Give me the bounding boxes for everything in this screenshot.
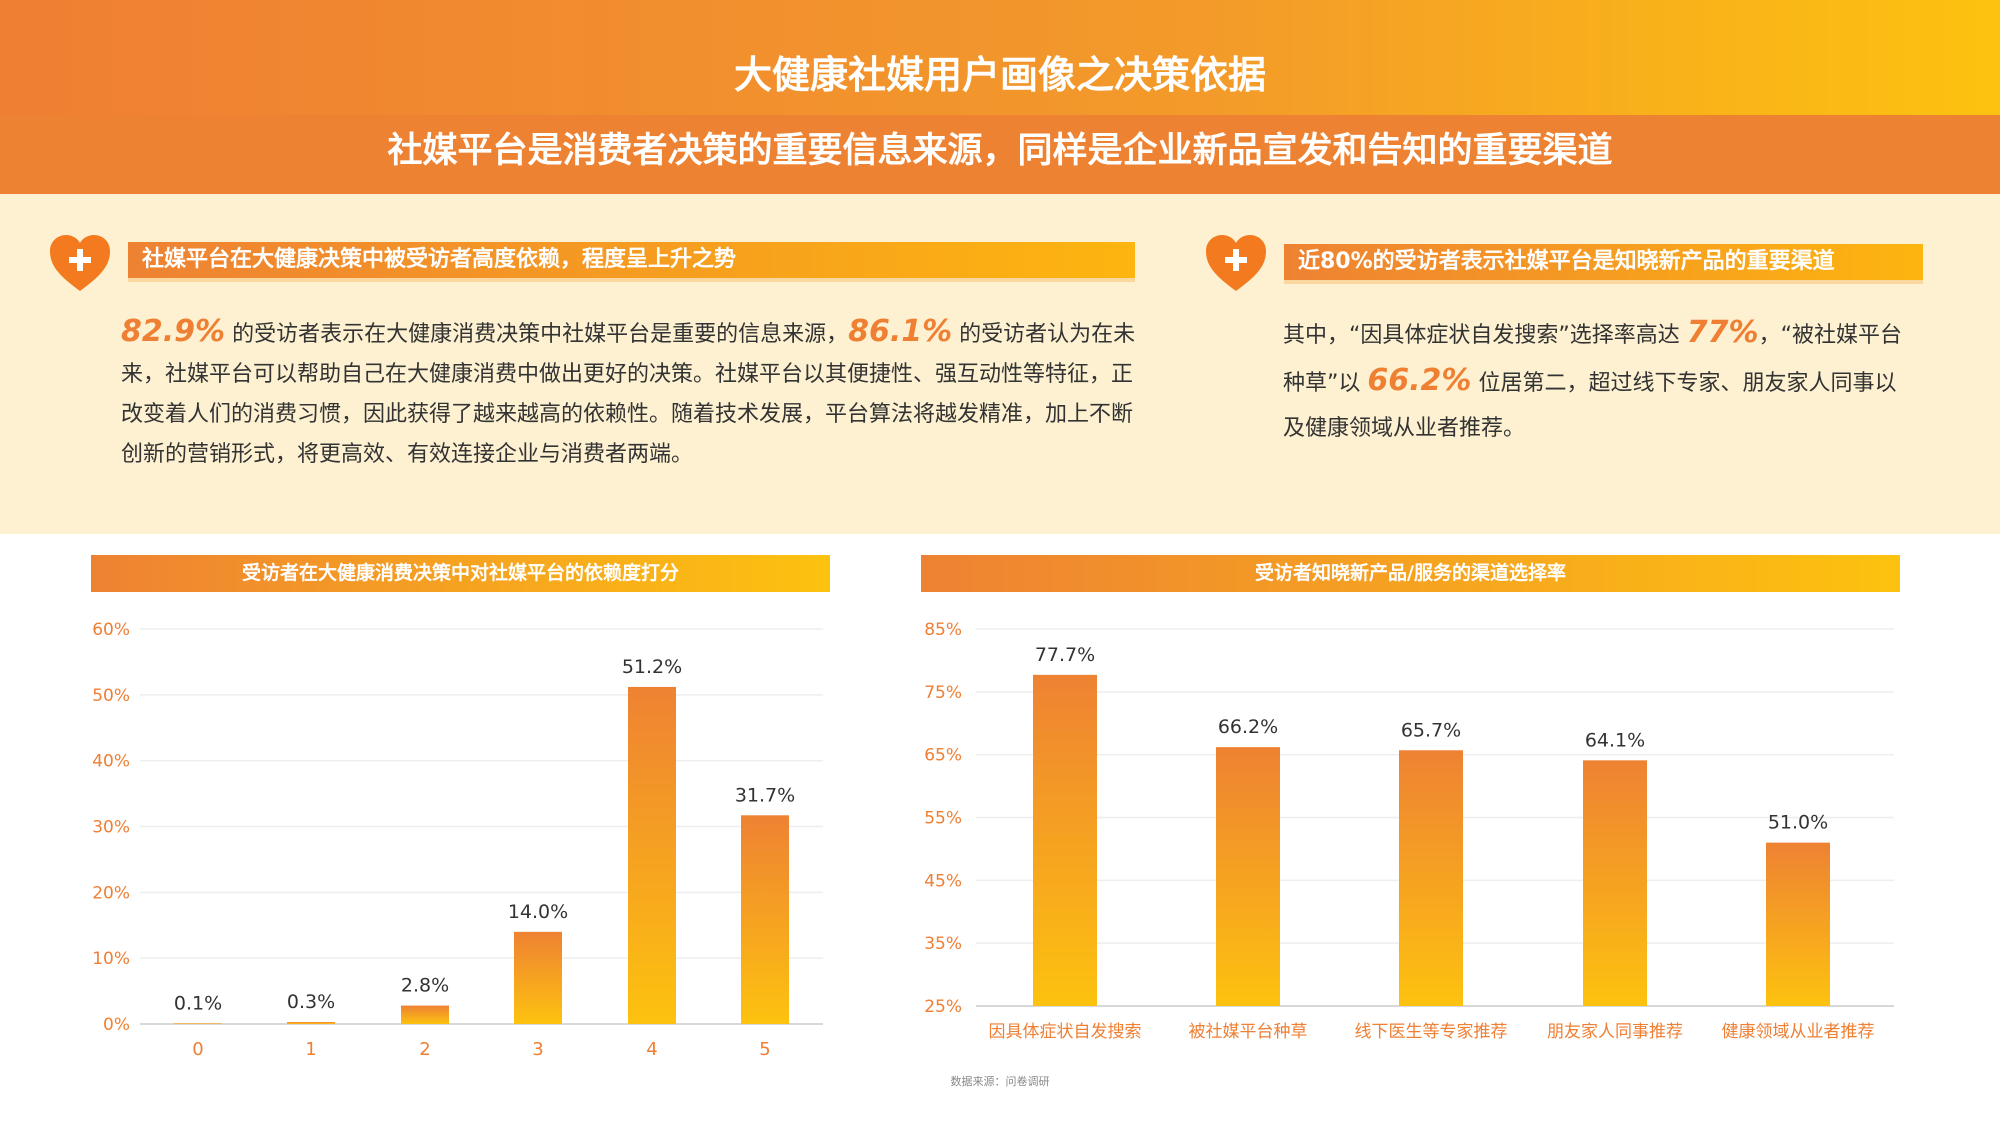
y-tick-label: 20% [92,883,130,903]
data-label: 0.1% [174,992,222,1014]
x-tick-label: 朋友家人同事推荐 [1547,1022,1683,1042]
y-tick-label: 35% [924,934,962,954]
x-tick-label: 3 [532,1039,543,1060]
x-tick-label: 被社媒平台种草 [1189,1022,1308,1042]
bar-0 [174,1023,222,1024]
stat-77: 77% [1686,315,1759,350]
header-band [0,0,2000,115]
stat-82-9: 82.9% [121,314,226,349]
text: ，“被社媒平台种草”以 [1283,323,1903,396]
y-tick-label: 30% [92,818,130,838]
bar-线下医生等专家推荐 [1399,750,1463,1006]
left-paragraph: 82.9% 的受访者表示在大健康消费决策中社媒平台是重要的信息来源，86.1% … [121,312,1141,475]
bar-4 [628,686,676,1024]
left-banner: 社媒平台在大健康决策中被受访者高度依赖，程度呈上升之势 [128,242,1135,278]
bar-朋友家人同事推荐 [1583,760,1647,1006]
y-tick-label: 85% [924,620,962,640]
x-tick-label: 健康领域从业者推荐 [1722,1022,1875,1042]
x-tick-label: 1 [305,1039,316,1060]
x-tick-label: 5 [759,1039,770,1060]
x-tick-label: 4 [646,1039,657,1060]
data-source: 数据来源：问卷调研 [950,1075,1050,1088]
x-tick-label: 因具体症状自发搜索 [989,1022,1142,1042]
data-label: 65.7% [1401,719,1461,741]
y-tick-label: 75% [924,683,962,703]
x-tick-label: 2 [419,1039,430,1060]
data-label: 66.2% [1218,716,1278,738]
y-tick-label: 50% [92,686,130,706]
y-tick-label: 60% [92,620,130,640]
y-tick-label: 55% [924,809,962,829]
text: 的受访者认为在未来，社媒平台可以帮助自己在大健康消费中做出更好的决策。社媒平台以… [121,322,1136,467]
y-tick-label: 0% [103,1015,130,1035]
data-label: 0.3% [287,991,335,1013]
chart1-title: 受访者在大健康消费决策中对社媒平台的依赖度打分 [91,555,830,592]
y-tick-label: 10% [92,949,130,969]
data-label: 64.1% [1585,729,1645,751]
data-label: 31.7% [735,784,795,806]
stat-66-2: 66.2% [1367,363,1472,398]
right-paragraph: 其中，“因具体症状自发搜索”选择率高达 77%，“被社媒平台种草”以 66.2%… [1283,310,1915,451]
bar-被社媒平台种草 [1216,747,1280,1006]
y-tick-label: 40% [92,752,130,772]
data-label: 51.2% [622,656,682,678]
y-tick-label: 25% [924,997,962,1017]
y-tick-label: 65% [924,746,962,766]
chart2-title: 受访者知晓新产品/服务的渠道选择率 [921,555,1900,592]
data-label: 2.8% [401,975,449,997]
x-tick-label: 线下医生等专家推荐 [1355,1022,1508,1042]
bar-1 [287,1022,335,1024]
data-label: 77.7% [1035,644,1095,666]
stat-86-1: 86.1% [848,314,953,349]
bar-5 [741,815,789,1024]
bar-健康领域从业者推荐 [1766,842,1830,1006]
bar-3 [514,931,562,1024]
heart-plus-icon [1206,235,1266,291]
text: 位居第二，超过线下专家、朋友家人同事以及健康领域从业者推荐。 [1283,371,1897,441]
page-title: 大健康社媒用户画像之决策依据 [733,53,1266,97]
heart-plus-icon [50,235,110,291]
bar-2 [401,1005,449,1024]
right-banner: 近80%的受访者表示社媒平台是知晓新产品的重要渠道 [1284,244,1923,280]
page-subtitle: 社媒平台是消费者决策的重要信息来源，同样是企业新品宣发和告知的重要渠道 [0,115,2000,194]
data-label: 14.0% [508,901,568,923]
bar-因具体症状自发搜索 [1033,674,1097,1006]
y-tick-label: 45% [924,871,962,891]
data-label: 51.0% [1768,812,1828,834]
x-tick-label: 0 [192,1039,203,1060]
text: 其中，“因具体症状自发搜索”选择率高达 [1283,323,1687,348]
text: 的受访者表示在大健康消费决策中社媒平台是重要的信息来源， [225,322,849,347]
